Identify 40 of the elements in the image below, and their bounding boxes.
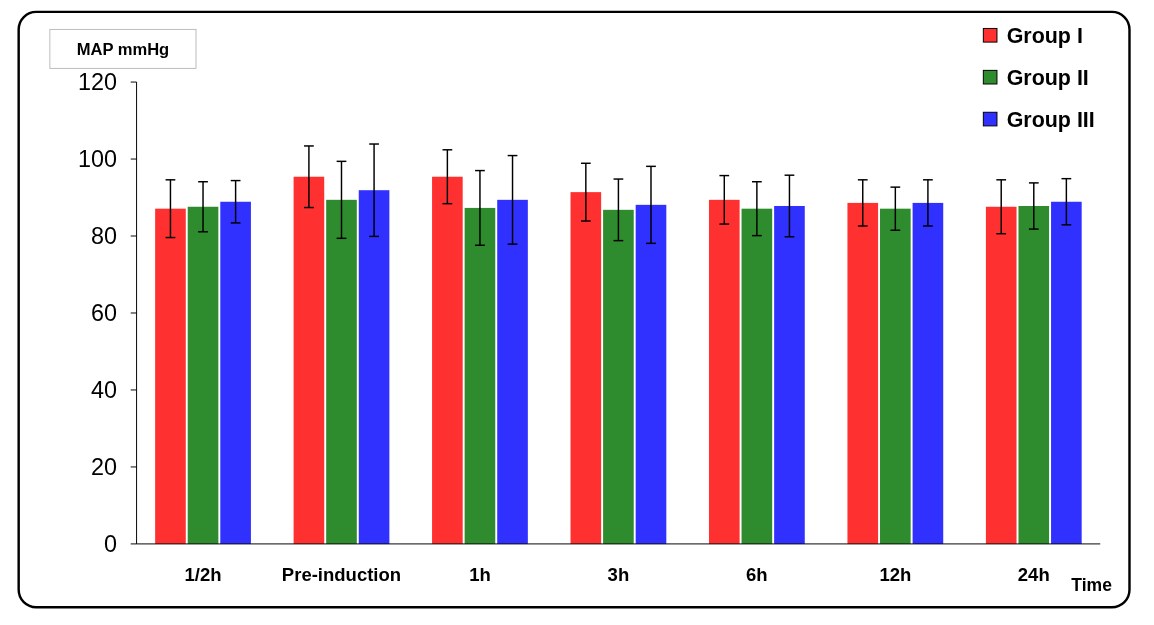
- bar: [155, 208, 186, 544]
- x-tick-label: 1h: [469, 563, 491, 585]
- x-axis-title: Time: [1071, 574, 1113, 595]
- bar: [464, 207, 496, 544]
- legend-label: Group III: [1006, 107, 1095, 132]
- x-tick-label: 12h: [879, 563, 912, 585]
- bar: [635, 204, 667, 544]
- bar: [741, 208, 773, 544]
- x-tick-label: 6h: [746, 563, 768, 585]
- bar: [570, 192, 602, 544]
- bar: [1051, 201, 1082, 544]
- y-tick-label: 0: [104, 531, 118, 558]
- bar: [880, 208, 911, 544]
- bar: [603, 209, 634, 544]
- bar: [708, 199, 740, 544]
- y-tick-label: 20: [91, 454, 118, 481]
- bar: [432, 176, 463, 544]
- legend-label: Group I: [1006, 23, 1083, 48]
- x-tick-label: Pre-induction: [281, 563, 402, 585]
- bar: [293, 176, 325, 544]
- y-tick-label: 100: [78, 146, 118, 173]
- x-tick-label: 3h: [607, 563, 630, 585]
- bar: [847, 202, 879, 544]
- bar: [774, 205, 805, 544]
- bar: [497, 199, 528, 544]
- bar: [358, 190, 390, 544]
- y-tick-label: 80: [91, 223, 118, 250]
- x-tick-label: 1/2h: [184, 563, 222, 585]
- bar: [912, 202, 944, 544]
- y-axis-title: MAP mmHg: [76, 39, 170, 59]
- y-tick-label: 60: [91, 300, 118, 327]
- bar: [187, 206, 219, 544]
- bar: [326, 199, 357, 544]
- legend-label: Group II: [1006, 65, 1089, 90]
- y-tick-label: 120: [78, 69, 118, 96]
- y-tick-label: 40: [91, 377, 118, 404]
- x-tick-label: 24h: [1017, 563, 1050, 585]
- bar: [985, 206, 1017, 544]
- bar: [1018, 205, 1050, 544]
- bar: [220, 201, 251, 544]
